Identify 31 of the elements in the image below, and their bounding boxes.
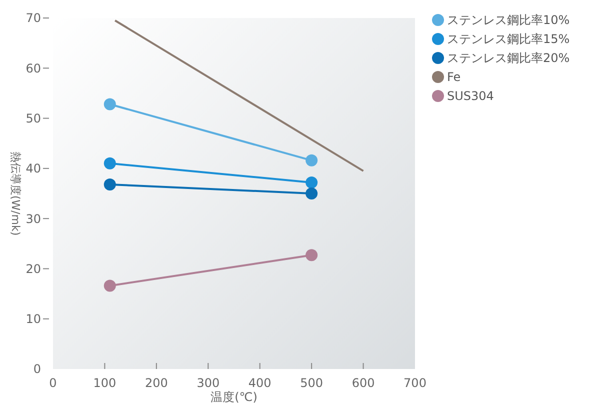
- x-tick-label: 400: [248, 376, 272, 390]
- y-tick-label: 40: [26, 162, 41, 176]
- x-tick-label: 300: [196, 376, 220, 390]
- legend-label: Fe: [447, 70, 461, 84]
- x-tick-label: 100: [93, 376, 116, 390]
- x-tick-label: 700: [404, 376, 426, 390]
- point: [306, 188, 318, 200]
- y-tick-label: 60: [26, 61, 41, 76]
- point: [104, 157, 116, 170]
- x-tick-label: 0: [49, 376, 57, 390]
- point: [306, 249, 318, 262]
- legend-label: ステンレス鋼比率10%: [447, 13, 570, 28]
- legend-label: ステンレス鋼比率20%: [447, 51, 570, 66]
- y-tick-label: 10: [26, 312, 41, 326]
- point: [306, 176, 318, 188]
- point: [306, 154, 318, 166]
- y-axis-title: 熱伝導度(W/mk): [9, 151, 22, 236]
- point: [104, 280, 116, 292]
- y-tick-label: 30: [26, 212, 41, 226]
- x-tick-label: 600: [352, 376, 375, 390]
- x-axis-title: 温度(℃): [210, 390, 258, 403]
- y-tick-label: 70: [26, 11, 41, 26]
- y-tick-label: 50: [26, 111, 41, 126]
- point: [104, 98, 116, 110]
- legend-label: SUS304: [447, 89, 494, 104]
- legend-label: ステンレス鋼比率15%: [447, 32, 570, 46]
- point: [104, 178, 116, 190]
- x-tick-label: 500: [300, 376, 324, 390]
- x-tick-label: 200: [144, 376, 168, 390]
- y-tick-label: 0: [33, 362, 41, 376]
- y-tick-label: 20: [26, 262, 41, 276]
